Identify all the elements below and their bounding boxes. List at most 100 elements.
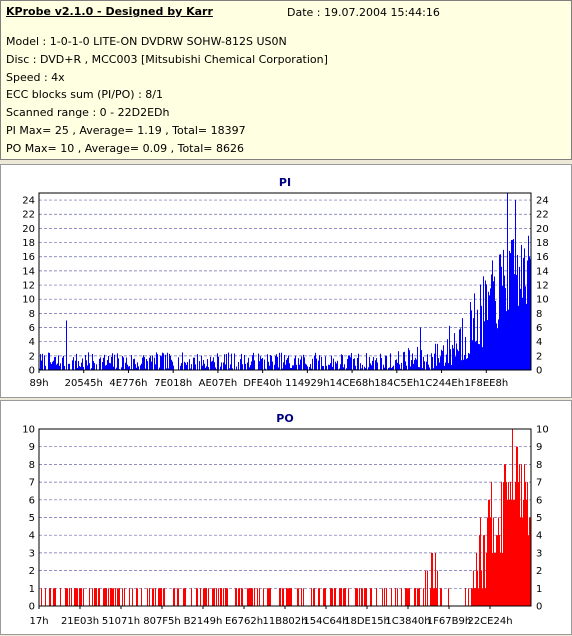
- pi-bar: [517, 254, 518, 370]
- pi-y-tick-left: 20: [22, 224, 35, 235]
- pi-bar: [224, 354, 225, 370]
- po-y-tick-left: 0: [29, 602, 35, 613]
- po-bar: [503, 482, 504, 606]
- pi-bar: [480, 284, 481, 370]
- pi-bar: [54, 357, 55, 370]
- pi-bar: [106, 364, 107, 370]
- po-bar: [50, 588, 51, 606]
- po-bar: [69, 588, 70, 606]
- po-bar: [214, 588, 215, 606]
- po-bar: [505, 464, 506, 606]
- po-bar: [476, 552, 477, 606]
- po-y-tick-left: 8: [29, 460, 35, 471]
- pi-bar: [113, 366, 114, 370]
- pi-bar: [144, 357, 145, 370]
- pi-bar: [152, 355, 153, 370]
- pi-bar: [143, 355, 144, 370]
- po-y-tick-left: 1: [29, 584, 35, 595]
- pi-bar: [241, 353, 242, 370]
- pi-bar: [261, 358, 262, 370]
- pi-bar: [397, 362, 398, 370]
- po-bar: [80, 588, 81, 606]
- pi-bar: [234, 353, 235, 370]
- po-bar: [112, 588, 113, 606]
- po-bar: [122, 588, 123, 606]
- pi-bar: [214, 362, 215, 370]
- pi-bar: [412, 353, 413, 370]
- po-y-tick-right: 9: [536, 442, 542, 453]
- pi-bar: [77, 367, 78, 370]
- po-bar: [406, 588, 407, 606]
- pi-bar: [346, 368, 347, 370]
- pi-bar: [472, 340, 473, 370]
- po-y-tick-right: 1: [536, 584, 542, 595]
- po-bar: [96, 588, 97, 606]
- pi-bar: [187, 362, 188, 370]
- po-bar: [200, 588, 201, 606]
- po-bar: [355, 588, 356, 606]
- pi-chart-title: PI: [279, 176, 291, 189]
- po-bar: [514, 499, 515, 606]
- po-bar: [407, 588, 408, 606]
- pi-bar: [105, 365, 106, 370]
- pi-bar: [514, 274, 515, 370]
- pi-bar: [496, 323, 497, 370]
- po-bar: [525, 482, 526, 606]
- pi-y-tick-left: 10: [22, 295, 35, 306]
- pi-bar: [348, 355, 349, 370]
- po-bar: [218, 588, 219, 606]
- pi-bar: [409, 350, 410, 370]
- pi-bar: [442, 350, 443, 370]
- pi-bar: [127, 364, 128, 370]
- pi-bar: [218, 356, 219, 370]
- pi-bar: [453, 348, 454, 370]
- pi-bar: [484, 321, 485, 370]
- pi-bar: [333, 358, 334, 370]
- po-x-tick-label: 21E03h: [61, 616, 99, 627]
- pi-bar: [136, 367, 137, 370]
- pi-bar: [170, 355, 171, 370]
- pi-bar: [455, 356, 456, 370]
- pi-bar: [157, 354, 158, 370]
- pi-bar: [310, 364, 311, 370]
- po-bar: [160, 588, 161, 606]
- po-bar: [286, 588, 287, 606]
- po-bar: [335, 588, 336, 606]
- pi-bar: [63, 355, 64, 370]
- pi-y-tick-left: 24: [22, 196, 35, 207]
- po-bar: [158, 588, 159, 606]
- ecc-line: ECC blocks sum (PI/PO) : 8/1: [6, 88, 163, 101]
- po-bar: [155, 588, 156, 606]
- po-bar: [227, 588, 228, 606]
- pi-bar: [454, 333, 455, 370]
- pi-bar: [399, 364, 400, 370]
- pi-bar: [274, 364, 275, 370]
- pi-bar: [408, 348, 409, 370]
- pi-bar: [194, 357, 195, 370]
- pi-bar: [146, 358, 147, 370]
- pi-bar: [212, 360, 213, 370]
- po-bar: [94, 588, 95, 606]
- pi-bar: [340, 364, 341, 370]
- po-chart-panel: PO 0 0 1 1 2 2 3 3 4 4 5 5 6 6 7 7 8 8 9 9 10 10 17h 21E03h 51071…: [0, 400, 572, 635]
- po-bar: [196, 588, 197, 606]
- pi-bar: [92, 353, 93, 370]
- pi-bar: [126, 357, 127, 370]
- po-bar: [344, 588, 345, 606]
- po-x-tick-label: 154C64h: [303, 616, 348, 627]
- po-bar: [361, 588, 362, 606]
- pi-bar: [490, 288, 491, 370]
- po-bar: [423, 588, 424, 606]
- po-bar: [517, 446, 518, 606]
- po-bar: [417, 588, 418, 606]
- pi-bar: [384, 367, 385, 370]
- po-bar: [519, 464, 520, 606]
- pi-bar: [462, 318, 463, 370]
- po-bar: [75, 588, 76, 606]
- pi-bar: [344, 364, 345, 370]
- pi-bar: [312, 358, 313, 370]
- pi-bar: [205, 367, 206, 370]
- pi-bar: [482, 347, 483, 370]
- pi-bar: [190, 368, 191, 370]
